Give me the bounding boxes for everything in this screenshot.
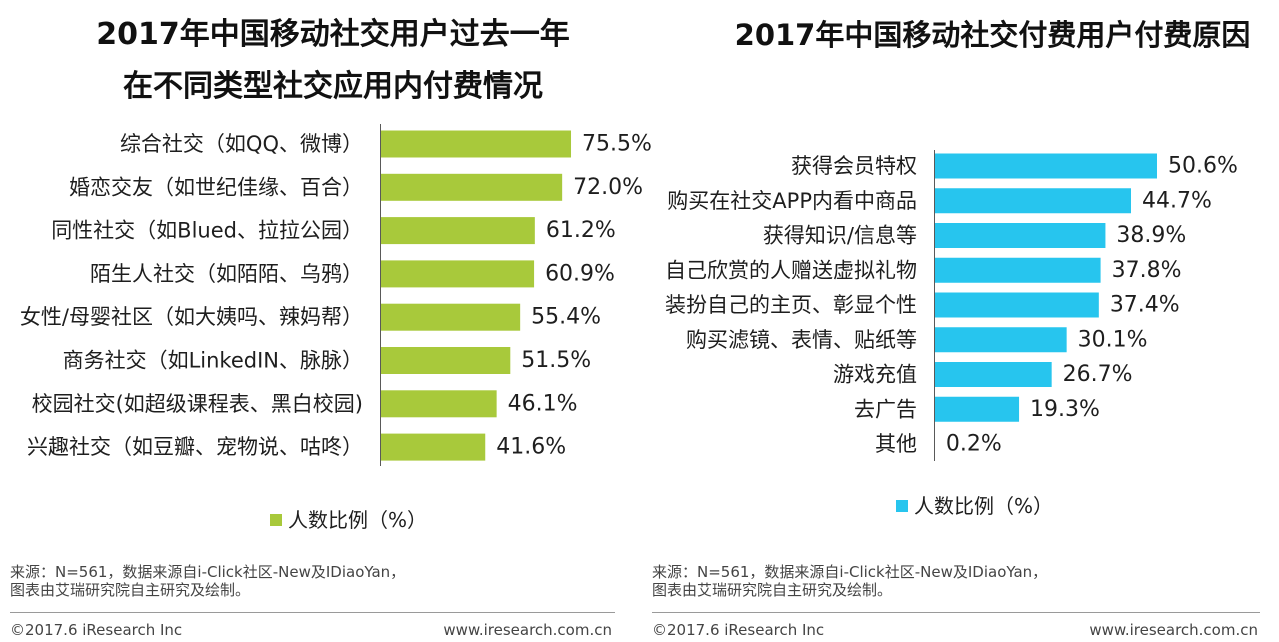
right-legend-swatch: [896, 500, 908, 512]
right-chart-category-label-7: 游戏充值: [833, 363, 917, 387]
right-source-line-1: 来源：N=561，数据来源自i-Click社区-New及IDiaoYan，: [652, 563, 1048, 581]
left-chart-value-label-1: 75.5%: [582, 132, 652, 157]
left-chart-title: 2017年中国移动社交用户过去一年 在不同类型社交应用内付费情况: [0, 9, 666, 113]
left-chart-title-line-1: 2017年中国移动社交用户过去一年: [96, 17, 570, 52]
right-chart-value-label-7: 26.7%: [1063, 362, 1133, 387]
left-chart-bar-6: [380, 347, 511, 374]
right-chart-bar-1: [934, 153, 1157, 179]
left-chart-value-label-2: 72.0%: [573, 175, 643, 200]
right-chart-value-label-2: 44.7%: [1142, 188, 1212, 213]
right-source-line-2: 图表由艾瑞研究院自主研究及绘制。: [652, 581, 893, 599]
right-chart-value-label-9: 0.2%: [946, 432, 1002, 457]
right-chart-value-label-4: 37.8%: [1112, 258, 1182, 283]
right-chart-category-label-5: 装扮自己的主页、彰显个性: [665, 293, 917, 317]
right-chart: 获得会员特权 50.6% 购买在社交APP内看中商品 44.7% 获得知识/信息等 38.…: [665, 150, 1238, 461]
left-chart-category-label-7: 校园社交(如超级课程表、黑白校园): [32, 392, 363, 416]
left-chart-category-label-6: 商务社交（如LinkedIN、脉脉）: [63, 349, 363, 373]
left-source-note: 来源：N=561，数据来源自i-Click社区-New及IDiaoYan， 图表…: [10, 563, 405, 599]
left-legend-label: 人数比例（%）: [288, 508, 428, 532]
right-chart-legend: 人数比例（%）: [896, 496, 1053, 516]
right-chart-category-label-9: 其他: [875, 432, 917, 456]
left-chart-value-label-3: 61.2%: [546, 218, 616, 243]
left-legend-swatch: [270, 514, 282, 526]
left-chart-bar-3: [380, 217, 535, 245]
left-copyright: ©2017.6 iResearch Inc: [10, 621, 183, 639]
right-chart-value-label-6: 30.1%: [1078, 327, 1148, 352]
left-chart-bar-7: [380, 390, 497, 418]
right-chart-category-label-6: 购买滤镜、表情、贴纸等: [686, 328, 917, 352]
left-website: www.iresearch.com.cn: [443, 621, 612, 639]
left-chart-category-label-3: 同性社交（如Blued、拉拉公园）: [51, 219, 363, 243]
right-chart-title: 2017年中国移动社交付费用户付费原因: [706, 9, 1279, 61]
right-chart-title-line-1: 2017年中国移动社交付费用户付费原因: [734, 18, 1251, 52]
right-chart-category-label-1: 获得会员特权: [791, 154, 917, 178]
left-chart-category-label-8: 兴趣社交（如豆瓣、宠物说、咕咚）: [27, 435, 363, 459]
left-chart-category-label-5: 女性/母婴社区（如大姨吗、辣妈帮）: [20, 305, 363, 329]
left-chart-bar-8: [380, 433, 486, 461]
left-chart-category-label-4: 陌生人社交（如陌陌、乌鸦）: [90, 262, 363, 286]
right-chart-bar-2: [934, 188, 1131, 214]
left-chart: 综合社交（如QQ、微博） 75.5% 婚恋交友（如世纪佳缘、百合） 72.0% 同性社交…: [20, 124, 652, 466]
left-chart-bar-4: [380, 260, 535, 288]
right-chart-category-label-2: 购买在社交APP内看中商品: [667, 189, 917, 213]
right-website: www.iresearch.com.cn: [1089, 621, 1258, 639]
right-source-note: 来源：N=561，数据来源自i-Click社区-New及IDiaoYan， 图表…: [652, 563, 1047, 599]
left-chart-value-label-6: 51.5%: [521, 348, 591, 373]
left-chart-bar-1: [380, 130, 572, 158]
left-source-line-2: 图表由艾瑞研究院自主研究及绘制。: [10, 581, 251, 599]
left-footer-divider: [10, 612, 615, 613]
right-chart-bar-5: [934, 292, 1099, 318]
right-chart-bar-3: [934, 223, 1106, 248]
right-chart-value-label-5: 37.4%: [1110, 293, 1180, 318]
left-chart-bar-5: [380, 303, 521, 331]
right-copyright: ©2017.6 iResearch Inc: [652, 621, 825, 639]
right-chart-bar-8: [934, 396, 1020, 422]
right-chart-value-label-8: 19.3%: [1030, 397, 1100, 422]
right-legend-label: 人数比例（%）: [914, 494, 1054, 518]
left-chart-value-label-5: 55.4%: [531, 305, 601, 330]
right-chart-category-label-8: 去广告: [854, 397, 917, 421]
left-chart-legend: 人数比例（%）: [270, 510, 427, 530]
left-chart-value-label-4: 60.9%: [545, 261, 615, 286]
left-chart-category-label-2: 婚恋交友（如世纪佳缘、百合）: [69, 175, 363, 199]
right-chart-bar-6: [934, 327, 1067, 353]
left-source-line-1: 来源：N=561，数据来源自i-Click社区-New及IDiaoYan，: [10, 563, 406, 581]
right-chart-value-label-1: 50.6%: [1168, 154, 1238, 179]
left-chart-category-label-1: 综合社交（如QQ、微博）: [120, 132, 363, 156]
left-chart-value-label-7: 46.1%: [508, 391, 578, 416]
right-footer-divider: [652, 612, 1260, 613]
right-chart-bar-4: [934, 257, 1101, 283]
left-chart-bar-2: [380, 173, 563, 201]
right-chart-category-label-3: 获得知识/信息等: [763, 224, 917, 248]
right-chart-bar-7: [934, 362, 1052, 387]
left-chart-value-label-8: 41.6%: [496, 435, 566, 460]
left-chart-title-line-2: 在不同类型社交应用内付费情况: [123, 69, 543, 104]
right-chart-value-label-3: 38.9%: [1116, 223, 1186, 248]
right-chart-category-label-4: 自己欣赏的人赠送虚拟礼物: [665, 258, 917, 282]
